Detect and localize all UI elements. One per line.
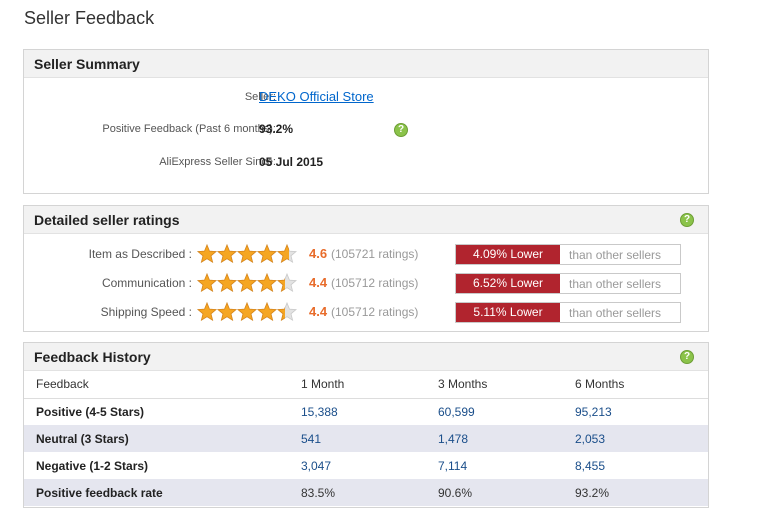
seller-summary-panel: Seller Summary Seller: DEKO Official Sto… [23,49,709,194]
help-icon[interactable]: ? [394,123,408,137]
store-name-link[interactable]: DEKO Official Store [259,89,374,104]
star-icon [216,273,238,293]
rating-count: (105712 ratings) [331,276,419,290]
rating-label: Item as Described : [88,247,192,261]
comparison-text: than other sellers [569,306,662,320]
table-cell: 3,047 [301,458,332,473]
rating-label: Shipping Speed : [100,305,192,319]
feedback-history-title: Feedback History [34,349,151,365]
table-cell: 541 [289,425,426,452]
rating-label: Communication : [101,276,192,290]
column-header: Feedback [24,371,289,399]
table-cell: 15,388 [301,404,338,419]
rating-score: 4.4 [309,275,328,290]
comparison-text: than other sellers [569,248,662,262]
row-label: Positive feedback rate [24,479,289,506]
star-icon [276,273,297,293]
seller-label: Seller: [244,91,276,103]
comparison-box: 6.52% Lower than other sellers [455,273,681,294]
star-icon [256,302,278,322]
help-icon[interactable]: ? [680,350,694,364]
table-row: Neutral (3 Stars) 541 1,478 2,053 [24,425,708,452]
feedback-history-panel: Feedback History ? Feedback 1 Month 3 Mo… [23,342,709,508]
row-label: Negative (1-2 Stars) [36,458,149,473]
comparison-badge: 4.09% Lower [456,245,560,264]
table-cell: 95,213 [575,404,612,419]
table-cell: 7,114 [438,458,468,473]
detailed-ratings-header: Detailed seller ratings ? [24,206,708,234]
positive-feedback-value: 93.2% [259,122,294,136]
seller-summary-title: Seller Summary [34,56,140,72]
star-rating [197,273,297,293]
detailed-ratings-panel: Detailed seller ratings ? Item as Descri… [23,205,709,332]
star-icon [197,302,218,322]
rating-row-item-described: Item as Described : 4.6 (105721 ratings)… [24,242,708,266]
seller-summary-header: Seller Summary [24,50,708,78]
table-cell: 83.5% [289,479,426,506]
feedback-history-header: Feedback History ? [24,343,708,371]
table-header-row: Feedback 1 Month 3 Months 6 Months [24,371,708,399]
star-icon [197,244,218,264]
comparison-box: 5.11% Lower than other sellers [455,302,681,323]
table-cell: 60,599 [438,404,475,419]
table-cell: 93.2% [563,479,708,506]
seller-since-label: AliExpress Seller Since: [159,156,276,168]
table-cell: 1,478 [426,425,563,452]
star-icon [236,302,258,322]
rating-score: 4.6 [309,246,328,261]
star-icon [256,273,278,293]
star-icon [197,273,218,293]
comparison-text: than other sellers [569,277,662,291]
seller-since-row: AliExpress Seller Since: 05 Jul 2015 [24,153,708,173]
table-row: Positive feedback rate 83.5% 90.6% 93.2% [24,479,708,506]
rating-count: (105712 ratings) [331,305,419,319]
star-icon [276,244,297,264]
help-icon[interactable]: ? [680,213,694,227]
star-icon [216,302,238,322]
column-header: 6 Months [563,371,708,399]
table-row: Positive (4-5 Stars) 15,388 60,599 95,21… [24,398,708,425]
star-icon [256,244,278,264]
star-rating [197,302,297,322]
rating-score: 4.4 [309,304,328,319]
star-icon [236,244,258,264]
table-row: Negative (1-2 Stars) 3,047 7,114 8,455 [24,452,708,479]
positive-feedback-label: Positive Feedback (Past 6 months): [102,123,276,135]
seller-row: Seller: DEKO Official Store [24,88,708,108]
row-label: Neutral (3 Stars) [24,425,289,452]
seller-since-value: 05 Jul 2015 [259,155,324,169]
row-label: Positive (4-5 Stars) [36,404,145,419]
star-icon [276,302,297,322]
comparison-box: 4.09% Lower than other sellers [455,244,681,265]
positive-feedback-row: Positive Feedback (Past 6 months): 93.2%… [24,120,708,140]
comparison-badge: 6.52% Lower [456,274,560,293]
rating-row-shipping-speed: Shipping Speed : 4.4 (105712 ratings) 5.… [24,300,708,324]
star-icon [236,273,258,293]
page-title: Seller Feedback [24,8,155,28]
column-header: 3 Months [426,371,563,399]
rating-row-communication: Communication : 4.4 (105712 ratings) 6.5… [24,271,708,295]
table-cell: 90.6% [426,479,563,506]
column-header: 1 Month [289,371,426,399]
feedback-history-table: Feedback 1 Month 3 Months 6 Months Posit… [24,371,708,506]
comparison-badge: 5.11% Lower [456,303,560,322]
star-icon [216,244,238,264]
table-cell: 2,053 [563,425,708,452]
star-rating [197,244,297,264]
rating-count: (105721 ratings) [331,247,419,261]
detailed-ratings-title: Detailed seller ratings [34,212,180,228]
table-cell: 8,455 [575,458,606,473]
